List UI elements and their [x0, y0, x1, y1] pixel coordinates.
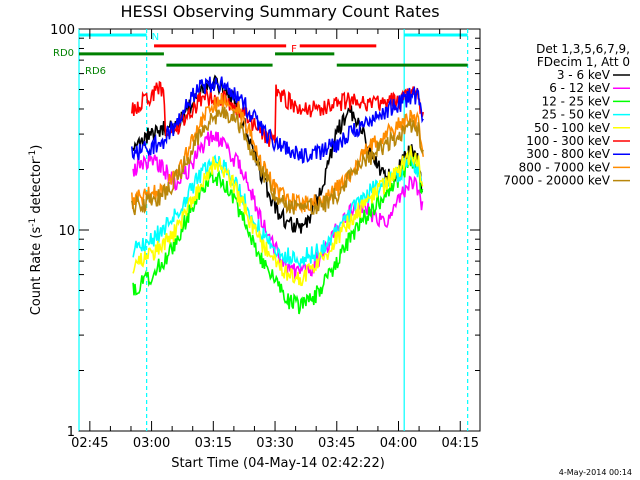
flag-bar-label: RD0	[53, 48, 74, 59]
generated-timestamp: 4-May-2014 00:14	[558, 468, 632, 477]
x-tick-label: 02:45	[71, 436, 108, 451]
legend-entry-label: 100 - 300 keV	[526, 134, 610, 148]
series-line	[132, 74, 424, 234]
legend-entry-label: 3 - 6 keV	[557, 68, 611, 82]
legend-header-line-1: Det 1,3,5,6,7,9,	[536, 42, 630, 56]
x-tick-label: 04:15	[442, 436, 479, 451]
legend-entry-label: 50 - 100 keV	[534, 121, 611, 135]
legend-entry-label: 300 - 800 keV	[526, 147, 610, 161]
y-axis-label-end: )	[29, 145, 44, 150]
flag-bar-label: F	[291, 44, 297, 55]
flag-bars: N F RD0 RD6	[53, 32, 468, 77]
series-lines	[131, 74, 424, 315]
y-axis-label-unit: detector	[29, 158, 44, 218]
y-tick-label: 1	[67, 425, 75, 440]
y-axis-label-main: Count Rate (s	[29, 227, 44, 316]
series-line	[131, 76, 424, 164]
series-line	[132, 145, 424, 287]
series-line	[131, 106, 424, 216]
x-tick-label: 03:30	[256, 436, 293, 451]
legend-header-line-2: FDecim 1, Att 0	[537, 55, 630, 69]
series-line	[131, 93, 424, 215]
legend-entry-label: 800 - 7000 keV	[519, 160, 611, 174]
chart-title: HESSI Observing Summary Count Rates	[120, 2, 439, 21]
flag-bar-label: RD6	[85, 66, 106, 77]
legend-entry-label: 7000 - 20000 keV	[503, 174, 610, 188]
legend-entry-label: 6 - 12 keV	[549, 81, 611, 95]
y-axis-label-exp: -1	[28, 218, 38, 227]
y-tick-label: 10	[58, 224, 75, 239]
y-axis-label-exp2: -1	[28, 150, 38, 159]
axes: 02:45 03:00 03:15 03:30 03:45 04:00 04:15 1 10 10…	[50, 23, 480, 451]
series-line	[132, 155, 424, 315]
y-tick-label: 100	[50, 23, 75, 38]
flag-bar-label: N	[152, 32, 159, 43]
x-axis-label: Start Time (04-May-14 02:42:22)	[171, 456, 385, 471]
legend: Det 1,3,5,6,7,9, FDecim 1, Att 0 3 - 6 k…	[503, 42, 630, 188]
x-tick-label: 04:00	[380, 436, 417, 451]
plot-area-frame	[78, 28, 481, 432]
x-tick-label: 03:45	[318, 436, 355, 451]
legend-entry-label: 12 - 25 keV	[542, 94, 611, 108]
x-tick-label: 03:00	[133, 436, 170, 451]
x-tick-label: 03:15	[195, 436, 232, 451]
legend-entry-label: 25 - 50 keV	[542, 108, 611, 122]
y-axis-label: Count Rate (s-1 detector-1)	[28, 145, 44, 316]
